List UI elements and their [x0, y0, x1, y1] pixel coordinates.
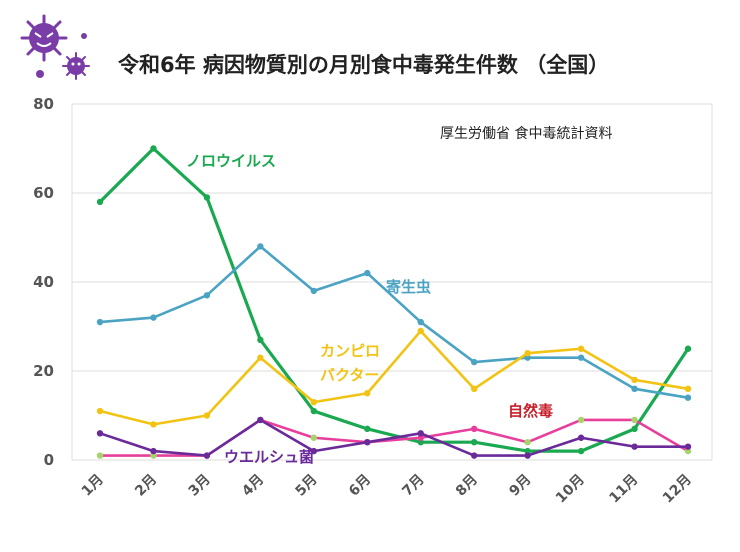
data-point [364, 390, 371, 397]
chart-title: 令和6年 病因物質別の月別食中毒発生件数 （全国） [118, 53, 609, 77]
data-point [417, 318, 424, 326]
data-point [577, 416, 585, 424]
data-point [631, 425, 638, 433]
data-point [150, 314, 157, 321]
data-point [150, 447, 157, 455]
data-point [631, 376, 638, 384]
data-point [417, 439, 424, 446]
data-point [524, 452, 531, 459]
data-point [96, 318, 104, 326]
x-axis: 1月 2月 3月 4月 5月 6月 7月 8月 9月 10月 11月 12月 [79, 472, 695, 507]
data-point [417, 434, 424, 441]
x-tick-label: 6月 [346, 472, 374, 500]
series-label: バクター [320, 366, 379, 384]
y-axis: 0 20 40 60 80 [33, 95, 54, 469]
x-tick-label: 9月 [506, 472, 534, 500]
data-point [577, 434, 585, 441]
data-point [524, 439, 531, 446]
x-tick-label: 10月 [553, 472, 588, 507]
data-point [203, 194, 211, 201]
x-tick-label: 7月 [399, 472, 427, 500]
series-label: ノロウイルス [186, 152, 276, 170]
series-label: ウエルシュ菌 [224, 448, 314, 466]
data-point [470, 452, 478, 459]
data-point [203, 292, 211, 299]
data-point [150, 421, 157, 428]
data-point [631, 385, 638, 392]
data-point [150, 145, 157, 152]
data-point [577, 354, 585, 361]
chart-source: 厚生労働省 食中毒統計資料 [440, 125, 612, 142]
data-point [684, 443, 692, 450]
data-point [96, 430, 104, 437]
data-point [364, 425, 371, 433]
data-point [470, 439, 478, 446]
series-line [99, 245, 689, 399]
data-point [203, 452, 211, 459]
data-point [577, 447, 585, 455]
data-point [310, 287, 318, 295]
series-2 [96, 327, 692, 428]
data-point [684, 447, 692, 455]
x-tick-label: 5月 [293, 472, 321, 500]
y-tick-label: 0 [44, 451, 54, 469]
data-point [470, 425, 478, 433]
data-point [96, 407, 104, 415]
data-point [684, 385, 692, 392]
series-label: 自然毒 [508, 402, 553, 420]
data-point [524, 447, 531, 455]
data-point [203, 412, 211, 419]
data-point [150, 452, 157, 459]
data-point [257, 336, 264, 344]
data-point [257, 243, 264, 250]
series-1 [96, 243, 692, 401]
data-point [631, 416, 638, 424]
y-tick-label: 20 [33, 362, 54, 380]
virus-mascot-icon [20, 14, 90, 80]
data-point [684, 345, 692, 352]
data-point [577, 345, 585, 352]
y-tick-label: 60 [33, 184, 54, 202]
series-0 [96, 145, 692, 455]
series-label: 寄生虫 [386, 278, 431, 296]
y-tick-label: 80 [33, 95, 54, 113]
x-tick-label: 8月 [453, 472, 481, 500]
series-label: カンピロ [320, 342, 380, 360]
series-line [99, 418, 688, 457]
x-tick-label: 2月 [132, 472, 160, 500]
data-point [310, 447, 318, 455]
data-point [96, 198, 104, 206]
series [96, 145, 692, 459]
data-point [524, 350, 531, 357]
data-point [631, 443, 638, 450]
data-point [96, 452, 104, 459]
data-point [684, 394, 692, 401]
data-point [417, 327, 424, 335]
series-4 [96, 416, 692, 459]
y-tick-label: 40 [33, 273, 54, 291]
x-tick-label: 3月 [186, 472, 214, 500]
data-point [470, 358, 478, 366]
x-tick-label: 12月 [660, 472, 695, 507]
data-point [310, 407, 318, 415]
data-point [417, 430, 424, 437]
data-point [257, 354, 264, 361]
series-line [98, 146, 690, 453]
data-point [310, 434, 318, 441]
x-tick-label: 1月 [79, 472, 107, 500]
data-point [470, 385, 478, 392]
x-tick-label: 11月 [606, 472, 641, 507]
series-line [99, 329, 689, 426]
data-point [310, 398, 318, 406]
data-point [364, 269, 371, 277]
data-point [257, 416, 264, 424]
data-point [364, 439, 371, 446]
x-tick-label: 4月 [239, 472, 267, 500]
data-point [524, 354, 531, 361]
